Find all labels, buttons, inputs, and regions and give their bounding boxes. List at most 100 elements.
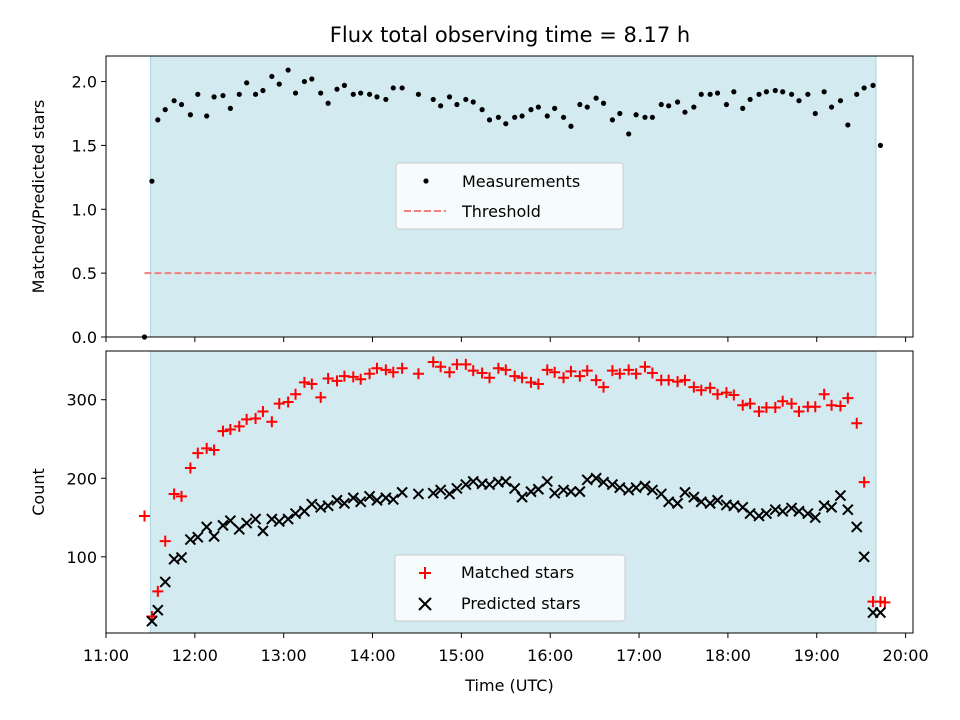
measurement-point	[828, 104, 835, 110]
measurement-point	[845, 122, 851, 128]
x-tick-label: 16:00	[527, 646, 573, 665]
matched-star-point	[176, 490, 188, 502]
measurement-point	[438, 103, 444, 109]
matched-star-point	[744, 398, 756, 410]
matched-star-point	[606, 365, 618, 377]
measurement-point	[446, 94, 453, 100]
axes-frame	[105, 55, 914, 338]
matched-star-point	[851, 417, 863, 429]
x-tick-label: 15:00	[438, 646, 484, 665]
matched-star-point	[257, 405, 269, 417]
y-tick-label: 1.5	[72, 136, 97, 155]
predicted-star-point	[208, 530, 220, 543]
matched-star-point	[138, 510, 150, 522]
matched-star-point	[793, 405, 805, 417]
measurement-point	[187, 112, 194, 118]
measurement-point	[430, 96, 436, 103]
matched-star-point	[541, 364, 553, 376]
legend-label: Matched stars	[461, 563, 574, 582]
measurement-point	[756, 91, 762, 97]
measurement-point	[870, 82, 876, 88]
matched-star-point	[623, 364, 635, 376]
matched-star-point	[371, 362, 383, 374]
predicted-star-point	[354, 496, 367, 508]
measurement-point	[495, 114, 501, 120]
predicted-star-point	[306, 498, 318, 510]
measurement-point	[577, 101, 583, 108]
predicted-star-point	[548, 487, 561, 499]
matched-star-point	[842, 392, 854, 404]
measurement-point	[674, 99, 681, 105]
matched-star-point	[152, 585, 164, 597]
predicted-star-point	[266, 513, 278, 525]
matched-star-point	[347, 371, 359, 383]
predicted-star-point	[224, 514, 237, 527]
measurement-point	[503, 121, 509, 127]
x-tick-label: 12:00	[172, 646, 218, 665]
measurement-point	[318, 90, 324, 96]
measurement-point	[454, 101, 460, 108]
legend-box	[395, 162, 624, 230]
measurement-point	[260, 87, 266, 94]
predicted-star-point	[671, 497, 684, 510]
measurement-point	[276, 81, 282, 87]
predicted-star-point	[760, 507, 773, 520]
matched-star-point	[516, 372, 528, 384]
matched-star-point	[858, 476, 870, 488]
measurement-point	[796, 98, 802, 104]
measurement-point	[162, 107, 168, 113]
matched-star-point	[672, 376, 684, 388]
matched-star-point	[266, 416, 278, 428]
matched-star-point	[834, 400, 846, 412]
measurement-point	[642, 114, 648, 120]
measurement-point	[171, 98, 177, 104]
measurement-point	[195, 91, 201, 97]
measurement-point	[626, 131, 632, 137]
matched-star-point	[879, 596, 891, 608]
predicted-star-point	[338, 497, 351, 510]
measurement-point	[358, 90, 364, 96]
bottom-panel: 100 200 300 11:00 12:00 13:00 14:00 15:00 16:00 1…	[29, 350, 929, 695]
matched-star-point	[574, 370, 586, 382]
matched-star-point	[290, 388, 302, 400]
measurement-point	[512, 114, 518, 120]
matched-star-point	[380, 364, 392, 376]
measurement-point	[837, 98, 844, 104]
predicted-star-point	[192, 531, 204, 543]
measurement-point	[470, 99, 476, 105]
measurement-point	[812, 110, 818, 117]
y-axis-label: Count	[29, 468, 48, 516]
matched-star-point	[639, 361, 651, 373]
predicted-star-point	[159, 576, 171, 588]
predicted-star-point	[460, 478, 472, 491]
measurement-point	[658, 101, 664, 108]
predicted-star-point	[581, 474, 593, 486]
measurement-point	[155, 117, 161, 123]
matched-star-point	[695, 384, 707, 396]
measurement-point	[698, 91, 704, 97]
predicted-star-point	[711, 494, 724, 506]
matched-star-point	[331, 375, 343, 387]
legend-measurement-marker	[423, 178, 429, 184]
predicted-star-point	[858, 551, 870, 563]
x-tick-label: 14:00	[349, 646, 395, 665]
predicted-star-point	[240, 517, 253, 529]
matched-star-point	[818, 388, 830, 400]
measurement-point	[763, 89, 770, 95]
measurement-point	[535, 104, 541, 110]
measurement-point	[805, 91, 811, 97]
predicted-star-point	[679, 486, 691, 499]
legend: Matched stars Predicted stars	[394, 554, 626, 622]
matched-star-point	[233, 420, 245, 432]
matched-star-point	[679, 374, 691, 386]
predicted-star-point	[249, 513, 262, 525]
measurement-point	[600, 100, 607, 106]
predicted-star-point	[574, 485, 586, 498]
predicted-star-point	[614, 481, 626, 494]
matched-star-point	[192, 447, 204, 459]
matched-star-point	[646, 367, 658, 379]
measurement-point	[334, 86, 340, 92]
matched-star-point	[663, 374, 675, 386]
measurement-point	[617, 110, 623, 117]
predicted-star-point	[443, 488, 456, 500]
